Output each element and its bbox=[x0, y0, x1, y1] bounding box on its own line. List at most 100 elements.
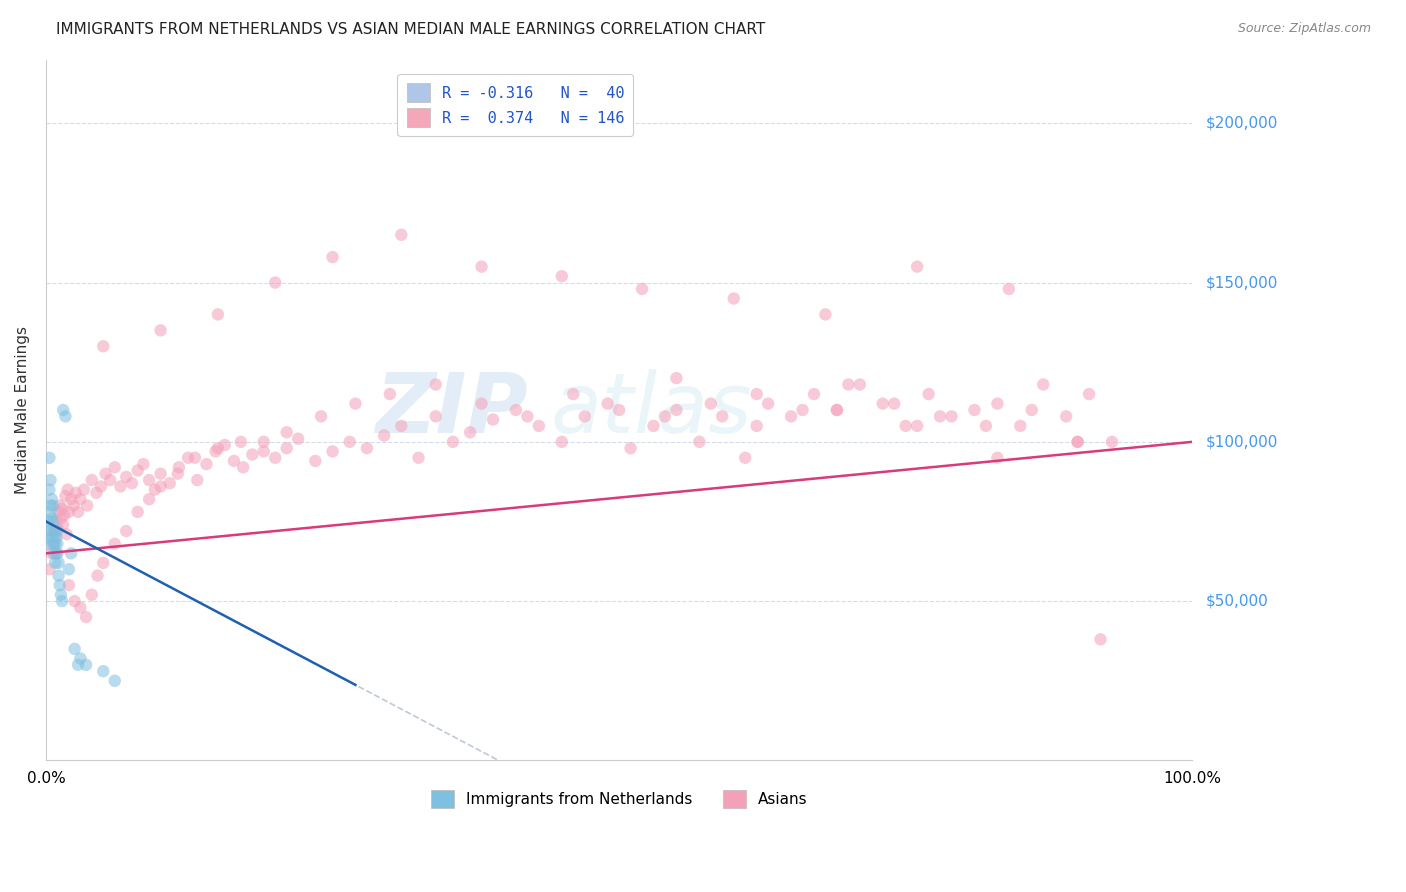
Point bbox=[90, 479, 112, 493]
Point bbox=[184, 450, 207, 465]
Point bbox=[86, 568, 108, 582]
Point bbox=[322, 444, 344, 458]
Point bbox=[482, 412, 505, 426]
Point bbox=[963, 403, 986, 417]
Point bbox=[229, 434, 252, 449]
Point bbox=[814, 308, 837, 322]
Point bbox=[792, 403, 814, 417]
Point bbox=[688, 434, 710, 449]
Point bbox=[149, 479, 172, 493]
Point bbox=[41, 492, 63, 507]
Point bbox=[986, 396, 1008, 410]
Point bbox=[115, 470, 138, 484]
Point bbox=[166, 467, 188, 481]
Point bbox=[104, 537, 127, 551]
Point bbox=[214, 438, 236, 452]
Point bbox=[883, 396, 905, 410]
Point bbox=[711, 409, 734, 424]
Point bbox=[56, 483, 79, 497]
Point bbox=[700, 396, 723, 410]
Point bbox=[905, 418, 928, 433]
Point bbox=[253, 444, 276, 458]
Text: atlas: atlas bbox=[550, 369, 752, 450]
Point bbox=[37, 515, 59, 529]
Point bbox=[304, 454, 326, 468]
Point bbox=[596, 396, 619, 410]
Point bbox=[322, 250, 344, 264]
Point bbox=[574, 409, 596, 424]
Point bbox=[39, 473, 62, 487]
Point bbox=[149, 467, 172, 481]
Point bbox=[80, 588, 103, 602]
Point bbox=[825, 403, 848, 417]
Point bbox=[138, 473, 160, 487]
Point bbox=[37, 524, 59, 538]
Point bbox=[974, 418, 997, 433]
Point bbox=[41, 511, 63, 525]
Point bbox=[75, 610, 97, 624]
Text: IMMIGRANTS FROM NETHERLANDS VS ASIAN MEDIAN MALE EARNINGS CORRELATION CHART: IMMIGRANTS FROM NETHERLANDS VS ASIAN MED… bbox=[56, 22, 765, 37]
Point bbox=[276, 441, 298, 455]
Point bbox=[232, 460, 254, 475]
Point bbox=[505, 403, 527, 417]
Point bbox=[37, 530, 59, 544]
Point bbox=[86, 485, 108, 500]
Point bbox=[41, 546, 63, 560]
Point bbox=[998, 282, 1021, 296]
Point bbox=[67, 505, 90, 519]
Point bbox=[91, 556, 114, 570]
Point bbox=[44, 556, 66, 570]
Point bbox=[177, 450, 200, 465]
Point bbox=[69, 651, 91, 665]
Point bbox=[48, 505, 70, 519]
Point bbox=[1090, 632, 1112, 647]
Point bbox=[929, 409, 952, 424]
Point bbox=[894, 418, 917, 433]
Point bbox=[73, 483, 96, 497]
Point bbox=[42, 515, 65, 529]
Point bbox=[51, 594, 73, 608]
Point bbox=[551, 269, 574, 284]
Point bbox=[222, 454, 245, 468]
Point bbox=[745, 418, 768, 433]
Point bbox=[654, 409, 676, 424]
Point bbox=[562, 387, 585, 401]
Point bbox=[378, 387, 401, 401]
Point bbox=[1078, 387, 1101, 401]
Point bbox=[44, 537, 66, 551]
Point bbox=[55, 527, 77, 541]
Point bbox=[339, 434, 361, 449]
Point bbox=[941, 409, 963, 424]
Point bbox=[46, 524, 69, 538]
Point bbox=[41, 524, 63, 538]
Point bbox=[63, 641, 86, 656]
Point bbox=[62, 499, 84, 513]
Point bbox=[65, 485, 87, 500]
Point bbox=[825, 403, 848, 417]
Y-axis label: Median Male Earnings: Median Male Earnings bbox=[15, 326, 30, 494]
Point bbox=[104, 673, 127, 688]
Point bbox=[186, 473, 208, 487]
Point bbox=[665, 403, 688, 417]
Point bbox=[44, 524, 66, 538]
Point bbox=[264, 276, 287, 290]
Point bbox=[69, 492, 91, 507]
Point bbox=[37, 537, 59, 551]
Point bbox=[389, 227, 412, 242]
Point bbox=[837, 377, 859, 392]
Point bbox=[49, 511, 72, 525]
Point bbox=[167, 460, 190, 475]
Point bbox=[51, 501, 73, 516]
Point bbox=[607, 403, 630, 417]
Point bbox=[276, 425, 298, 440]
Point bbox=[98, 473, 121, 487]
Point bbox=[115, 524, 138, 538]
Point bbox=[38, 450, 60, 465]
Point bbox=[619, 441, 641, 455]
Point bbox=[425, 409, 447, 424]
Text: Source: ZipAtlas.com: Source: ZipAtlas.com bbox=[1237, 22, 1371, 36]
Point bbox=[240, 448, 263, 462]
Point bbox=[67, 657, 90, 672]
Point bbox=[803, 387, 825, 401]
Point bbox=[1021, 403, 1043, 417]
